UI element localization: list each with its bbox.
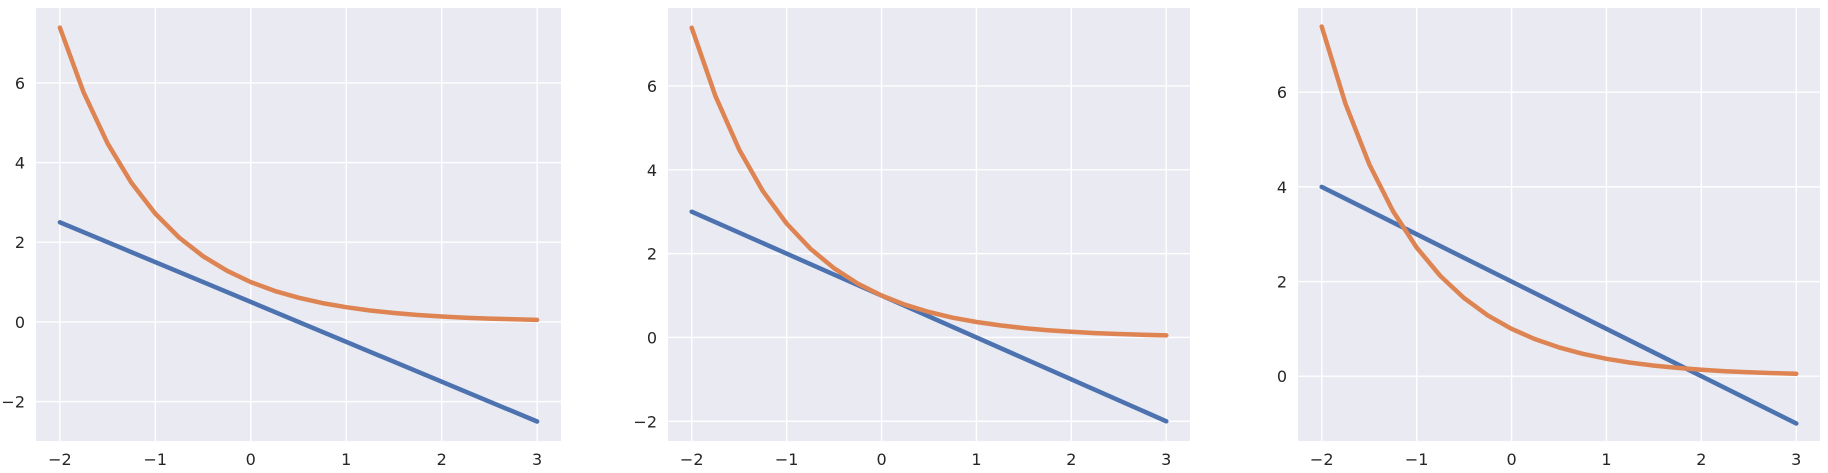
y-tick-label: 4 bbox=[15, 154, 25, 173]
y-tick-label: −2 bbox=[1, 393, 25, 412]
y-tick-label: 0 bbox=[1277, 367, 1287, 386]
x-tick-label: 1 bbox=[1601, 450, 1611, 469]
x-tick-label: 0 bbox=[246, 450, 256, 469]
series-line-2 bbox=[689, 25, 1169, 338]
x-tick-label: 0 bbox=[876, 450, 886, 469]
subplot-2: −2 −1 0 1 2 3 −2 0 2 4 6 bbox=[633, 8, 1190, 469]
y-tick-label: 2 bbox=[1277, 273, 1287, 292]
y-tick-label: −2 bbox=[633, 412, 657, 431]
y-tick-label: 4 bbox=[1277, 178, 1287, 197]
plot-area bbox=[36, 8, 561, 441]
subplot-1: −2 −1 0 1 2 3 −2 0 2 4 6 bbox=[1, 8, 561, 469]
x-tick-label: −2 bbox=[1310, 450, 1334, 469]
series-line-1 bbox=[689, 209, 1169, 424]
x-tick-label: 0 bbox=[1506, 450, 1516, 469]
x-tick-label: 2 bbox=[1696, 450, 1706, 469]
y-tick-label: 0 bbox=[15, 313, 25, 332]
y-tick-label: 2 bbox=[647, 245, 657, 264]
x-tick-label: 3 bbox=[1791, 450, 1801, 469]
y-tick-label: 6 bbox=[647, 77, 657, 96]
series-line-1 bbox=[57, 220, 540, 424]
x-tick-label: −2 bbox=[48, 450, 72, 469]
y-tick-label: 6 bbox=[1277, 83, 1287, 102]
x-tick-label: 1 bbox=[341, 450, 351, 469]
plot-area bbox=[1298, 8, 1820, 441]
y-tick-label: 6 bbox=[15, 74, 25, 93]
x-tick-label: 3 bbox=[1161, 450, 1171, 469]
x-tick-label: −1 bbox=[144, 450, 168, 469]
series-line-2 bbox=[57, 25, 540, 323]
subplot-3: −2 −1 0 1 2 3 0 2 4 6 bbox=[1277, 8, 1820, 469]
y-tick-label: 0 bbox=[647, 328, 657, 347]
y-tick-label: 2 bbox=[15, 233, 25, 252]
x-tick-label: −1 bbox=[775, 450, 799, 469]
y-tick-label: 4 bbox=[647, 161, 657, 180]
x-tick-label: 2 bbox=[1066, 450, 1076, 469]
x-tick-label: −2 bbox=[680, 450, 704, 469]
series-line-2 bbox=[1319, 24, 1799, 377]
x-tick-label: −1 bbox=[1405, 450, 1429, 469]
x-tick-label: 2 bbox=[437, 450, 447, 469]
plot-area bbox=[668, 8, 1190, 441]
x-tick-label: 3 bbox=[532, 450, 542, 469]
x-tick-label: 1 bbox=[971, 450, 981, 469]
